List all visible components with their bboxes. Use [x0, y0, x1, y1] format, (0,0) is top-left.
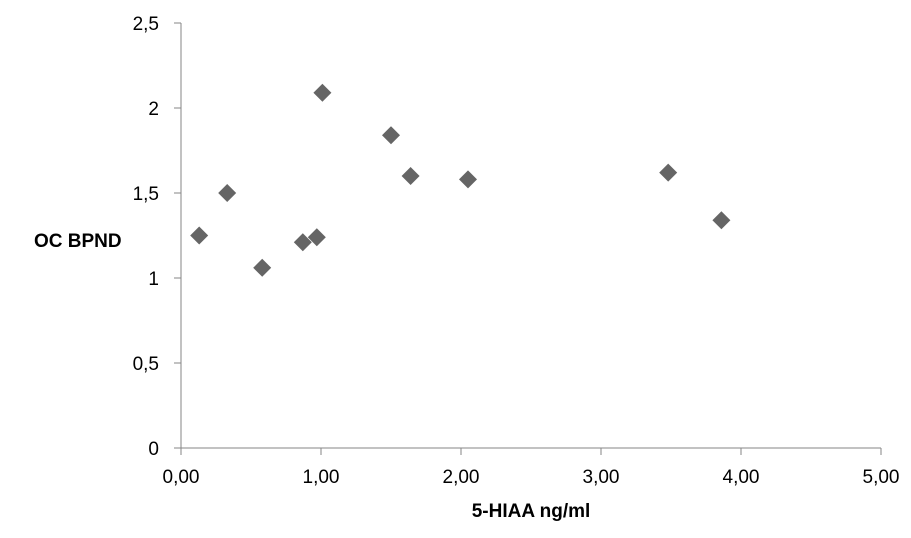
data-point: [218, 184, 237, 202]
x-tick-label: 1,00: [303, 467, 340, 488]
data-point: [459, 170, 477, 189]
data-point: [712, 211, 731, 230]
y-axis-title: OC BPND: [34, 231, 122, 252]
x-tick-label: 3,00: [583, 467, 620, 488]
y-tick-label: 1,5: [133, 184, 159, 205]
x-axis-ticks: 0,00 1,00 2,00 3,00 4,00 5,00: [163, 448, 900, 488]
x-tick-label: 0,00: [163, 467, 200, 488]
data-point: [401, 167, 420, 185]
data-point: [190, 226, 209, 245]
x-tick-label: 4,00: [723, 467, 760, 488]
data-point: [659, 163, 678, 182]
x-tick-label: 5,00: [863, 467, 900, 488]
y-tick-label: 0: [148, 439, 159, 460]
x-axis-title: 5-HIAA ng/ml: [472, 501, 591, 522]
y-tick-label: 0,5: [133, 354, 159, 375]
data-point: [253, 258, 272, 277]
data-point: [382, 126, 400, 145]
data-point: [313, 83, 332, 102]
data-point: [293, 233, 312, 252]
data-points: [190, 83, 731, 277]
data-point: [307, 228, 326, 247]
y-axis-ticks: 0 0,5 1 1,5 2 2,5: [133, 14, 181, 460]
y-tick-label: 1: [148, 269, 159, 290]
x-tick-label: 2,00: [443, 467, 480, 488]
y-tick-label: 2,5: [133, 14, 159, 35]
y-tick-label: 2: [148, 99, 159, 120]
